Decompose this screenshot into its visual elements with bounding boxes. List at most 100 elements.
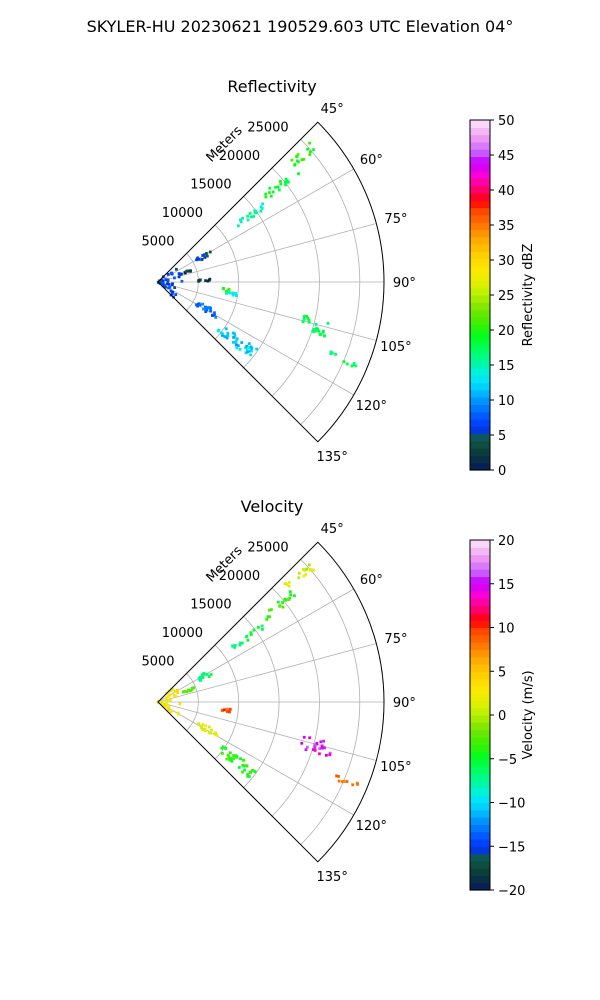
- echo-gate: [205, 672, 209, 676]
- colorbar-band: [470, 360, 490, 369]
- azimuth-tick-label: 120°: [356, 819, 387, 834]
- colorbar-band: [470, 222, 490, 230]
- echo-gate: [296, 153, 300, 156]
- echo-gate: [207, 278, 211, 282]
- colorbar-band: [470, 817, 490, 825]
- echo-gate: [283, 597, 287, 601]
- colorbar-band: [470, 302, 490, 311]
- colorbar-band: [470, 693, 490, 702]
- echo-gate: [322, 739, 326, 743]
- colorbar-band: [470, 685, 490, 694]
- echo-gate: [225, 292, 228, 295]
- colorbar-band: [470, 163, 490, 172]
- echo-gate: [223, 335, 227, 339]
- colorbar-band: [470, 462, 490, 471]
- echo-gate: [178, 702, 182, 706]
- echo-gate: [287, 598, 291, 601]
- colorbar-band: [470, 715, 490, 723]
- echo-gate: [196, 257, 200, 261]
- colorbar-band: [470, 583, 490, 592]
- echo-gate: [286, 180, 290, 184]
- echo-gate: [253, 770, 257, 774]
- colorbar-band: [470, 207, 490, 216]
- echo-gate: [222, 287, 225, 290]
- echo-gate: [234, 754, 238, 758]
- colorbar-tick-label: 35: [498, 219, 515, 234]
- echo-gate: [302, 317, 306, 321]
- echo-gate: [345, 362, 349, 366]
- echo-gate: [285, 179, 289, 182]
- echo-gate: [214, 315, 218, 319]
- echo-gate: [188, 689, 192, 693]
- echo-gate: [345, 780, 349, 783]
- echo-gate: [342, 360, 346, 364]
- echo-gate: [351, 783, 355, 787]
- colorbar-tick-label: 20: [498, 324, 515, 339]
- colorbar-band: [470, 569, 490, 578]
- echo-gate: [318, 747, 321, 751]
- colorbar-band: [470, 547, 490, 556]
- echo-gate: [204, 310, 208, 313]
- echo-gate: [288, 590, 292, 594]
- azimuth-tick-label: 90°: [393, 696, 416, 711]
- echo-gate: [234, 755, 237, 759]
- colorbar-band: [470, 707, 490, 716]
- echo-gate: [165, 705, 169, 709]
- echo-gate: [201, 723, 205, 726]
- echo-gate: [313, 746, 317, 749]
- echo-gate: [252, 215, 256, 218]
- echo-gate: [228, 710, 232, 714]
- colorbar-band: [470, 663, 490, 672]
- echo-gate: [326, 321, 330, 325]
- range-tick-label: 15000: [190, 597, 231, 612]
- colorbar-band: [470, 700, 490, 709]
- azimuth-gridline: [157, 168, 354, 283]
- echo-gate: [287, 584, 291, 588]
- echo-gate: [329, 350, 333, 354]
- echo-gate: [169, 289, 173, 293]
- echo-gate: [171, 282, 174, 286]
- echo-gate: [202, 253, 206, 257]
- echo-gate: [167, 282, 171, 286]
- echo-gate: [164, 702, 168, 706]
- echo-gate: [183, 690, 187, 693]
- colorbar-band: [470, 382, 490, 391]
- colorbar-band: [470, 331, 490, 340]
- colorbar-band: [470, 620, 490, 629]
- echo-gate: [295, 155, 299, 159]
- echo-gate: [210, 728, 214, 732]
- echo-gate: [312, 748, 315, 751]
- range-tick-label: 25000: [247, 540, 288, 555]
- echo-gate: [302, 735, 306, 739]
- echo-gate: [189, 269, 192, 273]
- echo-gate: [320, 744, 324, 748]
- echo-gate: [268, 608, 271, 612]
- echo-gate: [174, 695, 178, 698]
- colorbar-band: [470, 540, 490, 548]
- colorbar-band: [470, 448, 490, 457]
- echo-gate: [160, 702, 163, 706]
- echo-gate: [306, 745, 309, 749]
- echo-gate: [293, 163, 297, 167]
- echo-gate: [246, 638, 250, 642]
- echo-gate: [277, 188, 281, 192]
- colorbar-tick-label: −10: [498, 797, 525, 812]
- colorbar-band: [470, 273, 490, 282]
- colorbar-band: [470, 404, 490, 413]
- colorbar-band: [470, 605, 490, 614]
- echo-gate: [175, 688, 179, 692]
- echo-gate: [173, 689, 177, 693]
- colorbar-band: [470, 773, 490, 782]
- echo-gate: [264, 192, 268, 196]
- echo-gate: [268, 191, 271, 194]
- echo-gate: [173, 276, 176, 280]
- echo-gate: [227, 290, 231, 294]
- colorbar-band: [470, 875, 490, 884]
- echo-gate: [213, 311, 216, 315]
- echo-gate: [183, 271, 187, 275]
- colorbar-band: [470, 251, 490, 260]
- colorbar-tick-label: 20: [498, 534, 515, 549]
- echo-gate: [205, 306, 209, 310]
- echo-gate: [209, 309, 213, 313]
- echo-gate: [167, 705, 171, 709]
